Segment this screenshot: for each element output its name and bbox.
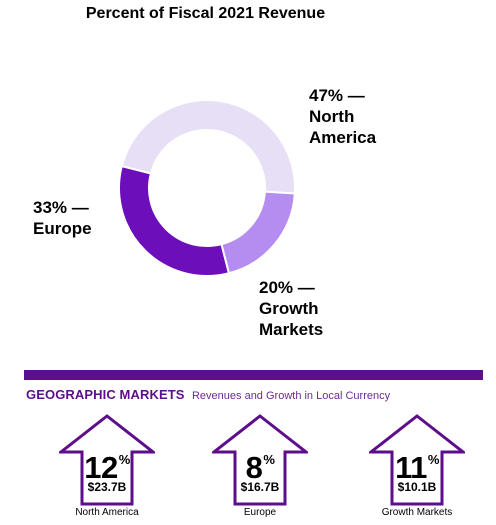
section-subtitle: Revenues and Growth in Local Currency	[191, 390, 391, 402]
revenue-value: $10.1B	[397, 480, 437, 494]
market-north-america: 12% $23.7B North America	[59, 414, 155, 525]
market-name: North America	[75, 507, 139, 518]
slice-label-line: Growth	[259, 299, 319, 318]
slice-label-line: 20% —	[259, 278, 315, 297]
revenue-value: $16.7B	[240, 480, 280, 494]
slice-label-growth-markets: 20% — Growth Markets	[259, 277, 323, 340]
chart-title: Percent of Fiscal 2021 Revenue	[85, 5, 326, 22]
slice-label-line: 47% —	[309, 86, 365, 105]
up-arrow-icon	[212, 414, 308, 506]
arrow-outline	[59, 414, 155, 506]
section-title: GEOGRAPHIC MARKETS	[26, 387, 185, 402]
slice-label-north-america: 47% — North America	[309, 85, 376, 148]
slice-label-line: America	[309, 128, 377, 147]
revenue-value: $23.7B	[87, 480, 127, 494]
up-arrow-icon	[59, 414, 155, 506]
donut-slice-growth-markets	[220, 190, 296, 275]
slice-label-line: 33% —	[33, 198, 89, 217]
arrow-outline	[212, 414, 308, 506]
up-arrow-icon	[369, 414, 465, 506]
market-name: Europe	[243, 507, 277, 518]
slice-label-europe: 33% — Europe	[33, 197, 92, 239]
growth-value: 12%	[84, 450, 130, 485]
slice-label-line: Europe	[33, 219, 92, 238]
market-europe: 8% $16.7B Europe	[212, 414, 308, 525]
donut-slice-europe	[118, 164, 231, 277]
arrow-outline	[369, 414, 465, 506]
section-divider	[24, 370, 483, 380]
donut-slice-north-america	[120, 99, 296, 195]
growth-value: 11%	[395, 450, 439, 485]
market-growth-markets: 11% $10.1B Growth Markets	[369, 414, 465, 525]
slice-label-line: North	[309, 107, 355, 126]
slice-label-line: Markets	[259, 320, 324, 339]
donut-chart	[118, 99, 296, 277]
section-header: GEOGRAPHIC MARKETS Revenues and Growth i…	[26, 386, 390, 404]
market-name: Growth Markets	[381, 507, 453, 518]
growth-value: 8%	[245, 450, 275, 485]
